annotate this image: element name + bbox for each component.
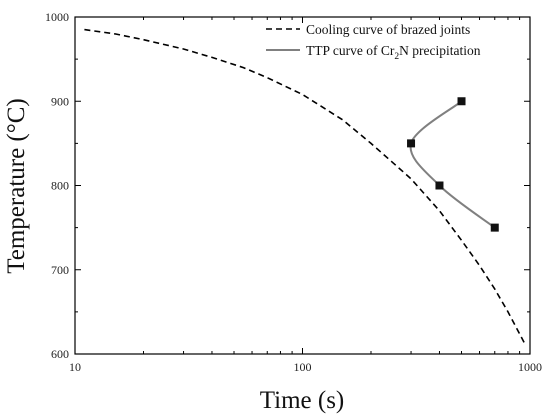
- x-tick-label: 100: [294, 360, 312, 374]
- legend-label-cooling: Cooling curve of brazed joints: [306, 22, 470, 37]
- y-tick-label: 600: [51, 347, 69, 361]
- cooling-curve-line: [84, 28, 526, 345]
- x-tick-labels: 10 100 1000: [69, 360, 542, 374]
- ttp-curve-markers: [407, 97, 499, 232]
- y-tick-label: 1000: [45, 10, 69, 24]
- y-axis-title: Temperature (°C): [3, 98, 30, 274]
- plot-frame: [74, 16, 531, 355]
- y-tick-label: 900: [51, 94, 69, 108]
- ttp-data-point: [407, 139, 416, 148]
- legend-label-ttp-subscript: 2: [394, 52, 399, 62]
- legend-label-ttp: TTP curve of Cr2N precipitation: [306, 43, 481, 62]
- y-tick-labels: 600 700 800 900 1000: [45, 10, 69, 361]
- y-tick-label: 800: [51, 179, 69, 193]
- x-tick-label: 10: [69, 360, 81, 374]
- y-tick-label: 700: [51, 263, 69, 277]
- axis-ticks: [74, 16, 531, 355]
- ttp-data-point: [490, 223, 499, 232]
- ttp-curve-line: [409, 100, 496, 229]
- legend-label-ttp-part1: TTP curve of Cr: [306, 43, 395, 58]
- ttp-data-point: [457, 97, 466, 106]
- x-tick-label: 1000: [518, 360, 542, 374]
- legend-label-ttp-part2: N precipitation: [399, 43, 481, 58]
- plot-area: [74, 16, 531, 355]
- ttp-data-point: [435, 181, 444, 190]
- x-axis-title: Time (s): [260, 387, 345, 414]
- legend: Cooling curve of brazed joints TTP curve…: [266, 22, 481, 62]
